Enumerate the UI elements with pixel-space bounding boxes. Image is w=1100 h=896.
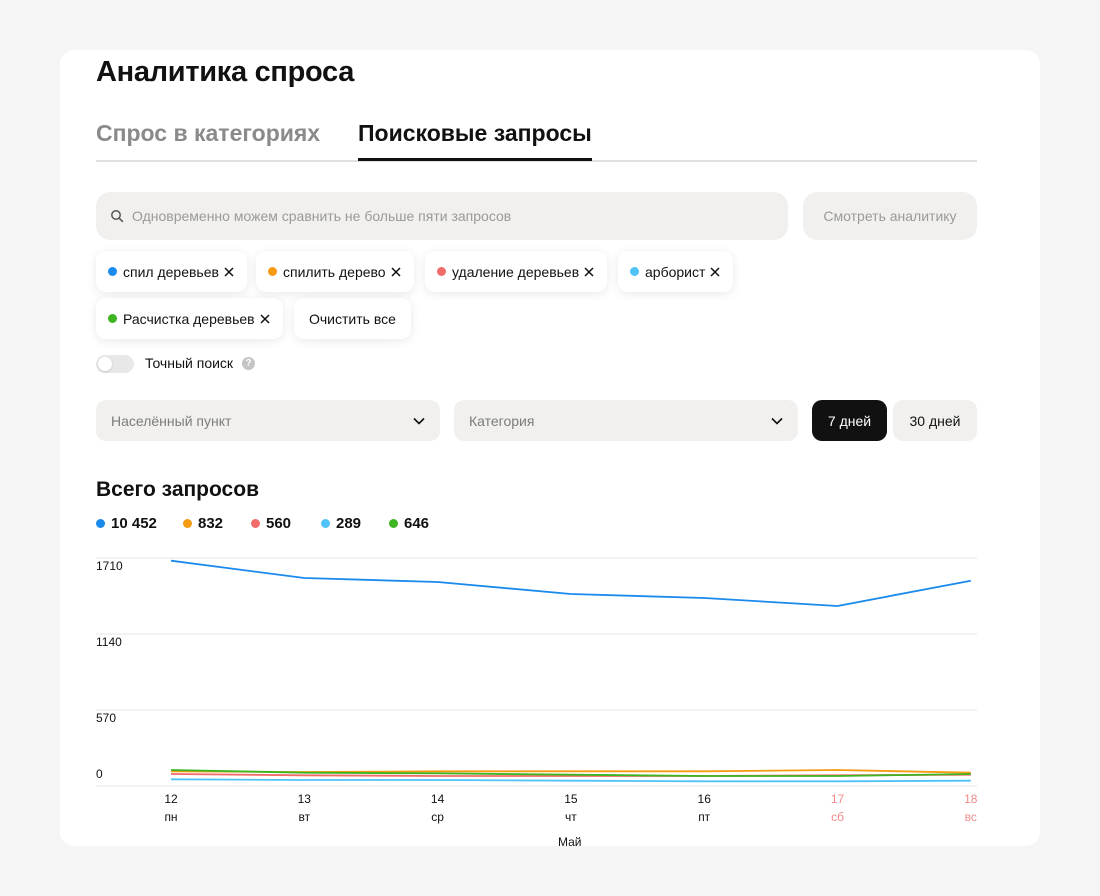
legend-dot <box>183 519 192 528</box>
close-icon[interactable] <box>259 313 271 325</box>
close-icon[interactable] <box>223 266 235 278</box>
series-line-4 <box>170 778 971 783</box>
legend-dot <box>96 519 105 528</box>
legend-dot <box>389 519 398 528</box>
close-icon[interactable] <box>709 266 721 278</box>
query-chip-label: арборист <box>645 263 706 280</box>
tab-category-demand[interactable]: Спрос в категориях <box>96 120 321 146</box>
weekday-label: вт <box>298 810 310 824</box>
help-icon[interactable]: ? <box>242 357 255 370</box>
weekday-label: вс <box>965 810 977 824</box>
tab-bar: Спрос в категориях Поисковые запросы <box>96 116 977 162</box>
color-dot <box>437 267 446 276</box>
query-chip-label: Расчистка деревьев <box>123 310 255 327</box>
close-icon[interactable] <box>390 266 402 278</box>
query-chip-label: удаление деревьев <box>452 263 580 280</box>
tab-search-queries[interactable]: Поисковые запросы <box>358 120 592 161</box>
locality-select-label: Населённый пункт <box>111 412 232 429</box>
month-label: Май <box>558 835 582 846</box>
x-tick-label: 14 <box>431 792 445 806</box>
legend-item: 646 <box>389 515 429 532</box>
period-7-days-button[interactable]: 7 дней <box>812 400 887 441</box>
query-chip[interactable]: арборист <box>618 251 734 292</box>
chart-title: Всего запросов <box>96 478 259 501</box>
x-tick-label: 16 <box>698 792 712 806</box>
query-chip[interactable]: спилить дерево <box>256 251 414 292</box>
toggle-knob <box>98 357 112 371</box>
page-title: Аналитика спроса <box>96 56 355 88</box>
y-tick-label: 0 <box>96 767 103 781</box>
y-tick-label: 570 <box>96 711 116 725</box>
y-tick-label: 1710 <box>96 559 123 573</box>
legend-item: 289 <box>321 515 361 532</box>
view-analytics-button[interactable]: Смотреть аналитику <box>803 192 977 240</box>
legend-item: 832 <box>183 515 223 532</box>
weekday-label: ср <box>431 810 444 824</box>
locality-select[interactable]: Населённый пункт <box>96 400 440 441</box>
legend-value: 289 <box>336 515 362 532</box>
legend-value: 10 452 <box>111 515 157 532</box>
color-dot <box>108 267 117 276</box>
x-tick-label: 18 <box>964 792 978 806</box>
y-tick-label: 1140 <box>96 635 122 649</box>
color-dot <box>108 314 117 323</box>
search-input[interactable] <box>132 208 732 224</box>
search-box[interactable] <box>96 192 788 240</box>
line-chart: 0 570 1140 1710 12 пн 13 вт 14 ср 15 чт 16 пт 17 сб 18 вс <box>96 557 978 824</box>
query-chip-label: спилить дерево <box>283 263 386 280</box>
x-tick-label: 17 <box>831 792 845 806</box>
color-dot <box>268 267 277 276</box>
query-chip-label: спил деревьев <box>123 263 219 280</box>
search-icon <box>111 210 124 223</box>
legend-item: 560 <box>251 515 291 532</box>
legend-item: 10 452 <box>96 515 157 532</box>
weekday-label: сб <box>831 810 844 824</box>
category-select-label: Категория <box>469 412 535 429</box>
legend-dot <box>321 519 330 528</box>
close-icon[interactable] <box>583 266 595 278</box>
chevron-down-icon <box>771 417 783 425</box>
weekday-label: пн <box>164 810 177 824</box>
x-tick-label: 13 <box>298 792 312 806</box>
legend-value: 832 <box>198 515 224 532</box>
legend-dot <box>251 519 260 528</box>
query-chip[interactable]: спил деревьев <box>96 251 247 292</box>
period-30-days-button[interactable]: 30 дней <box>893 400 977 441</box>
chevron-down-icon <box>413 417 425 425</box>
color-dot <box>630 267 639 276</box>
series-line-1 <box>170 559 971 607</box>
legend-value: 646 <box>404 515 430 532</box>
weekday-label: чт <box>565 810 577 824</box>
clear-all-button[interactable]: Очистить все <box>294 298 411 339</box>
x-tick-label: 12 <box>164 792 178 806</box>
analytics-card: Аналитика спроса Спрос в категориях Поис… <box>60 50 1040 846</box>
series-line-5 <box>170 769 971 777</box>
exact-search-label: Точный поиск <box>145 355 234 371</box>
x-tick-label: 15 <box>564 792 578 806</box>
weekday-label: пт <box>698 810 710 824</box>
query-chip[interactable]: Расчистка деревьев <box>96 298 283 339</box>
exact-search-toggle[interactable] <box>96 355 134 373</box>
legend-value: 560 <box>266 515 292 532</box>
category-select[interactable]: Категория <box>454 400 798 441</box>
query-chip[interactable]: удаление деревьев <box>425 251 608 292</box>
